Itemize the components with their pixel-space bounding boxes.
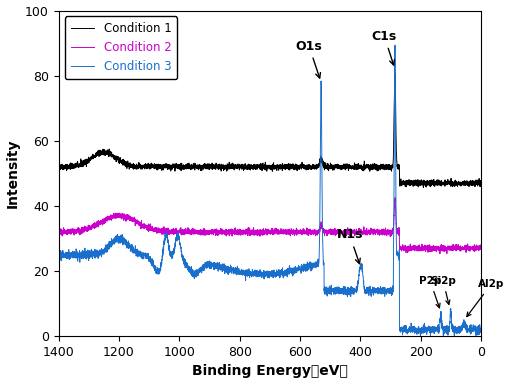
- Condition 2: [361, 229, 367, 234]
- Line: Condition 1: Condition 1: [59, 74, 480, 187]
- Text: C1s: C1s: [371, 30, 396, 65]
- Condition 2: [391, 195, 398, 200]
- Condition 3: [233, 270, 239, 274]
- Condition 1: [361, 164, 367, 168]
- Condition 3: [416, 334, 422, 338]
- Condition 1: [419, 185, 426, 190]
- Text: Si2p: Si2p: [430, 276, 455, 305]
- Condition 3: [477, 329, 483, 334]
- Condition 1: [477, 180, 483, 185]
- Condition 1: [236, 168, 242, 172]
- Condition 3: [464, 326, 470, 331]
- Condition 3: [361, 291, 367, 296]
- X-axis label: Binding Energy（eV）: Binding Energy（eV）: [191, 364, 347, 379]
- Line: Condition 3: Condition 3: [59, 45, 480, 336]
- Condition 2: [477, 243, 483, 248]
- Condition 2: [443, 247, 449, 252]
- Condition 3: [256, 270, 262, 275]
- Line: Condition 2: Condition 2: [59, 198, 480, 254]
- Text: N1s: N1s: [336, 228, 362, 264]
- Condition 3: [55, 253, 62, 257]
- Condition 2: [236, 228, 242, 233]
- Condition 2: [464, 247, 470, 252]
- Condition 1: [443, 181, 449, 185]
- Condition 3: [236, 272, 242, 276]
- Condition 3: [443, 329, 449, 334]
- Condition 1: [464, 183, 470, 188]
- Condition 1: [256, 164, 262, 168]
- Condition 2: [233, 231, 239, 236]
- Text: P2p: P2p: [418, 276, 441, 308]
- Condition 1: [233, 164, 239, 169]
- Text: O1s: O1s: [295, 40, 322, 78]
- Condition 3: [391, 43, 398, 48]
- Condition 2: [436, 252, 442, 256]
- Condition 1: [391, 71, 397, 76]
- Condition 2: [256, 230, 262, 234]
- Condition 1: [55, 164, 62, 169]
- Condition 2: [55, 231, 62, 235]
- Text: Al2p: Al2p: [466, 279, 503, 316]
- Y-axis label: Intensity: Intensity: [6, 139, 19, 208]
- Legend: Condition 1, Condition 2, Condition 3: Condition 1, Condition 2, Condition 3: [65, 17, 177, 79]
